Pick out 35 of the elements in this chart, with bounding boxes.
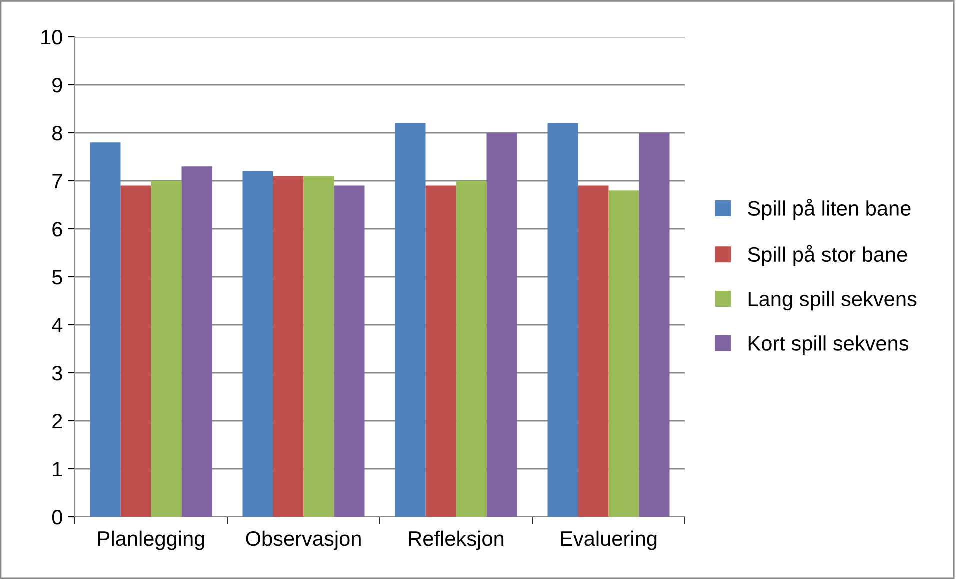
x-tick-label: Planlegging bbox=[98, 530, 204, 550]
bar bbox=[273, 176, 304, 517]
y-tick-label: 4 bbox=[52, 318, 63, 333]
x-tick-label: Refleksjon bbox=[409, 530, 504, 550]
bar bbox=[456, 181, 487, 517]
bar bbox=[426, 186, 456, 517]
x-tick-label: Observasjon bbox=[246, 530, 361, 550]
bar bbox=[578, 186, 609, 517]
bar bbox=[182, 166, 212, 517]
bar bbox=[548, 123, 578, 517]
y-tick-label: 7 bbox=[52, 174, 62, 189]
y-tick-label: 1 bbox=[53, 462, 62, 477]
bar bbox=[304, 176, 334, 517]
y-tick-label: 10 bbox=[42, 30, 62, 45]
bar bbox=[334, 186, 365, 517]
bar bbox=[395, 123, 426, 517]
legend-label: Kort spill sekvens bbox=[748, 336, 909, 356]
legend-label: Spill på stor bane bbox=[748, 245, 908, 266]
bar bbox=[151, 181, 182, 517]
bar bbox=[242, 171, 274, 517]
y-tick-label: 6 bbox=[52, 222, 62, 237]
y-tick-label: 0 bbox=[52, 510, 62, 525]
y-tick-label: 5 bbox=[52, 270, 62, 285]
bar bbox=[639, 133, 670, 517]
bar bbox=[120, 186, 152, 517]
y-tick-label: 9 bbox=[52, 78, 62, 93]
y-tick-label: 2 bbox=[52, 414, 62, 429]
bar bbox=[608, 190, 640, 517]
x-tick-label: Evaluering bbox=[561, 530, 657, 550]
bar bbox=[90, 142, 121, 517]
legend-label: Spill på liten bane bbox=[748, 198, 911, 220]
bar bbox=[486, 133, 518, 517]
y-tick-label: 8 bbox=[52, 126, 62, 141]
y-tick-label: 3 bbox=[52, 366, 62, 381]
legend-label: Lang spill sekvens bbox=[748, 291, 917, 311]
